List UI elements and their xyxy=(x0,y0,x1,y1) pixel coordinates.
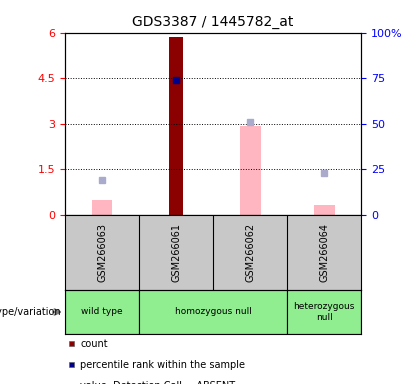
Title: GDS3387 / 1445782_at: GDS3387 / 1445782_at xyxy=(132,15,294,29)
Bar xyxy=(65,290,139,334)
Text: percentile rank within the sample: percentile rank within the sample xyxy=(80,360,245,370)
Text: count: count xyxy=(80,339,108,349)
Bar xyxy=(170,37,183,215)
Text: homozygous null: homozygous null xyxy=(175,308,252,316)
Text: heterozygous
null: heterozygous null xyxy=(294,302,355,322)
Text: value, Detection Call = ABSENT: value, Detection Call = ABSENT xyxy=(80,381,235,384)
Text: GSM266062: GSM266062 xyxy=(245,223,255,282)
Text: GSM266063: GSM266063 xyxy=(97,223,107,282)
Text: genotype/variation: genotype/variation xyxy=(0,307,61,317)
Text: wild type: wild type xyxy=(81,308,123,316)
Bar xyxy=(240,126,260,215)
Bar xyxy=(314,205,335,215)
Bar xyxy=(139,290,287,334)
Bar xyxy=(92,200,113,215)
Text: GSM266064: GSM266064 xyxy=(319,223,329,282)
Text: GSM266061: GSM266061 xyxy=(171,223,181,282)
Bar xyxy=(287,290,361,334)
